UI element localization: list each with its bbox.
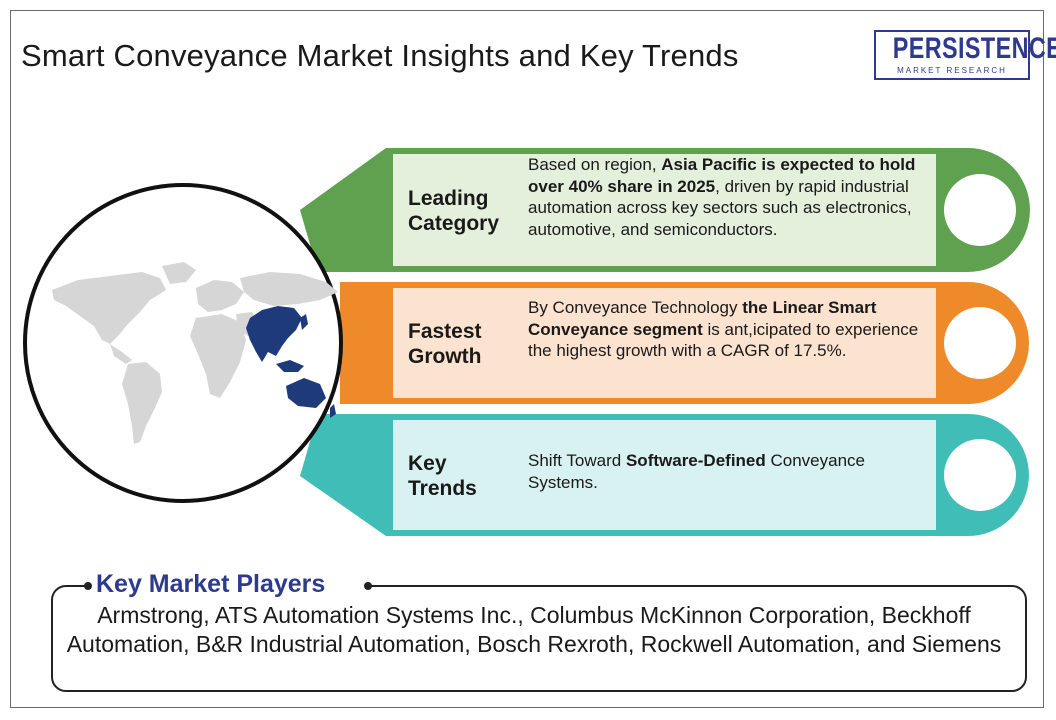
connector-wedge-orange [340, 282, 386, 404]
text-key-part3: Conveyance Systems. [528, 451, 865, 492]
label-fastest-line2: Growth [408, 345, 482, 368]
map-asia-pacific-highlight [246, 306, 336, 418]
text-key-part2: Software-Defined [625, 451, 766, 470]
text-key-part1: Shift Toward [528, 451, 626, 470]
banner-key-trends-circle [944, 439, 1016, 511]
players-title-gap [86, 578, 370, 594]
world-map [52, 262, 338, 444]
label-key-line2: Trends [408, 477, 477, 500]
map-africa [190, 314, 246, 398]
map-southeast-asia-islands [276, 360, 304, 372]
banner-fastest-growth-panel [393, 288, 936, 398]
map-greenland [162, 262, 196, 284]
banner-leading-category-panel [393, 154, 936, 266]
connector-wedge-green [300, 148, 386, 272]
players-title-dot-right [364, 582, 372, 590]
label-key-trends: Key Trends [408, 451, 528, 501]
text-key-trends: Shift Toward Software-Defined Conveyance… [528, 450, 938, 493]
players-box [51, 585, 1027, 692]
page-title: Smart Conveyance Market Insights and Key… [21, 38, 739, 73]
map-north-asia [240, 272, 338, 306]
map-japan [300, 314, 308, 330]
text-fastest-part1: By Conveyance Technology [528, 298, 743, 317]
map-asia-mainland [246, 306, 302, 362]
banner-fastest-growth-circle [944, 307, 1016, 379]
label-leading-line1: Leading [408, 187, 489, 210]
label-leading-category: Leading Category [408, 186, 528, 236]
globe-circle [23, 183, 343, 503]
text-leading-category: Based on region, Asia Pacific is expecte… [528, 154, 938, 240]
connector-wedge-teal [300, 414, 386, 536]
infographic-frame [10, 10, 1044, 708]
text-leading-part1: Based on region, [528, 155, 662, 174]
text-leading-part3: , driven by rapid industrial automation … [528, 176, 912, 239]
map-central-america [110, 344, 132, 364]
logo-tagline: MARKET RESEARCH [897, 66, 1007, 75]
text-leading-part2: Asia Pacific is expected to hold over 40… [528, 155, 916, 196]
text-fastest-growth: By Conveyance Technology the Linear Smar… [528, 297, 938, 362]
label-fastest-line1: Fastest [408, 320, 482, 343]
label-leading-line2: Category [408, 212, 500, 235]
text-fastest-part2: the Linear Smart Conveyance segment [528, 298, 877, 339]
players-title: Key Market Players [96, 570, 326, 598]
players-title-dot-left [84, 582, 92, 590]
map-europe [196, 280, 244, 312]
map-australia [286, 378, 326, 408]
persistence-logo: PERSISTENCE MARKET RESEARCH [874, 30, 1056, 80]
players-list: Armstrong, ATS Automation Systems Inc., … [66, 602, 1002, 657]
banner-leading-category-circle [944, 174, 1016, 246]
banner-key-trends-panel [393, 420, 936, 530]
map-new-zealand [330, 404, 336, 418]
text-fastest-part3: is ant,icipated to experience the highes… [528, 319, 919, 361]
map-south-america [122, 362, 162, 444]
label-key-line1: Key [408, 452, 447, 475]
map-north-america [52, 272, 166, 344]
label-fastest-growth: Fastest Growth [408, 319, 528, 369]
